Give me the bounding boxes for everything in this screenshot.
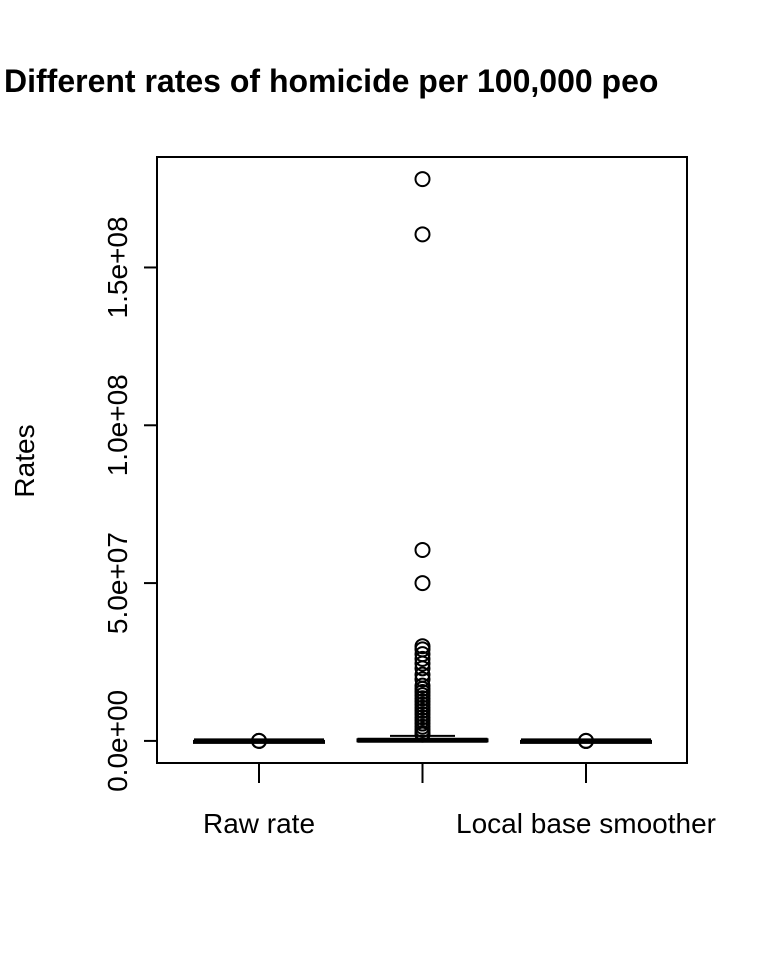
y-tick-label: 5.0e+07 bbox=[102, 532, 133, 634]
box-group bbox=[521, 734, 651, 748]
chart-title: Different rates of homicide per 100,000 … bbox=[4, 63, 658, 99]
y-axis-label: Rates bbox=[9, 424, 40, 497]
y-tick-label: 1.0e+08 bbox=[102, 374, 133, 476]
box-group bbox=[358, 172, 488, 742]
outlier-point bbox=[416, 576, 430, 590]
outlier-point bbox=[416, 227, 430, 241]
y-tick-label: 0.0e+00 bbox=[102, 690, 133, 792]
boxes bbox=[194, 172, 651, 748]
x-tick-label: Raw rate bbox=[203, 808, 315, 839]
box-group bbox=[194, 734, 324, 748]
x-tick-label: Local base smoother bbox=[456, 808, 716, 839]
outlier-point bbox=[416, 172, 430, 186]
y-tick-label: 1.5e+08 bbox=[102, 216, 133, 318]
y-axis: 0.0e+00 5.0e+07 1.0e+08 1.5e+08 bbox=[102, 216, 157, 791]
x-axis: Raw rate Local base smoother bbox=[203, 763, 716, 839]
outlier-point bbox=[416, 543, 430, 557]
